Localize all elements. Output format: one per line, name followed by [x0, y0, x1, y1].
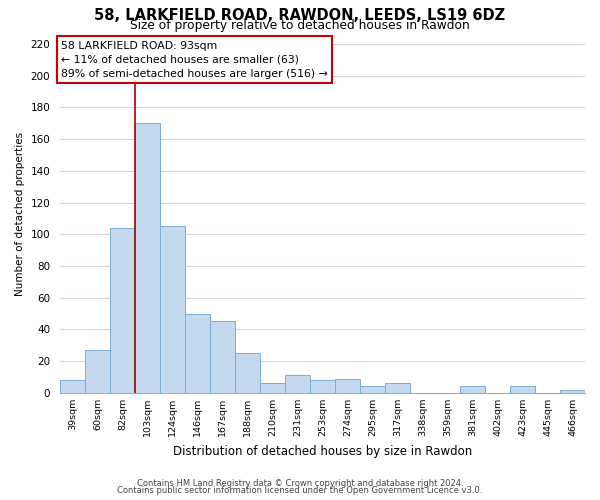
Bar: [460, 386, 485, 393]
Bar: [310, 380, 335, 393]
Bar: [510, 386, 535, 393]
Bar: [60, 380, 85, 393]
Bar: [385, 384, 410, 393]
Bar: [110, 228, 135, 393]
Bar: [360, 386, 385, 393]
Bar: [160, 226, 185, 393]
Text: Size of property relative to detached houses in Rawdon: Size of property relative to detached ho…: [130, 18, 470, 32]
Bar: [185, 314, 210, 393]
Bar: [260, 384, 285, 393]
Text: 58, LARKFIELD ROAD, RAWDON, LEEDS, LS19 6DZ: 58, LARKFIELD ROAD, RAWDON, LEEDS, LS19 …: [94, 8, 506, 22]
Bar: [560, 390, 585, 393]
Text: Contains HM Land Registry data © Crown copyright and database right 2024.: Contains HM Land Registry data © Crown c…: [137, 478, 463, 488]
Bar: [285, 376, 310, 393]
Text: Contains public sector information licensed under the Open Government Licence v3: Contains public sector information licen…: [118, 486, 482, 495]
X-axis label: Distribution of detached houses by size in Rawdon: Distribution of detached houses by size …: [173, 444, 472, 458]
Text: 58 LARKFIELD ROAD: 93sqm
← 11% of detached houses are smaller (63)
89% of semi-d: 58 LARKFIELD ROAD: 93sqm ← 11% of detach…: [61, 41, 328, 79]
Bar: [335, 378, 360, 393]
Bar: [135, 123, 160, 393]
Bar: [85, 350, 110, 393]
Bar: [210, 322, 235, 393]
Y-axis label: Number of detached properties: Number of detached properties: [15, 132, 25, 296]
Bar: [235, 353, 260, 393]
